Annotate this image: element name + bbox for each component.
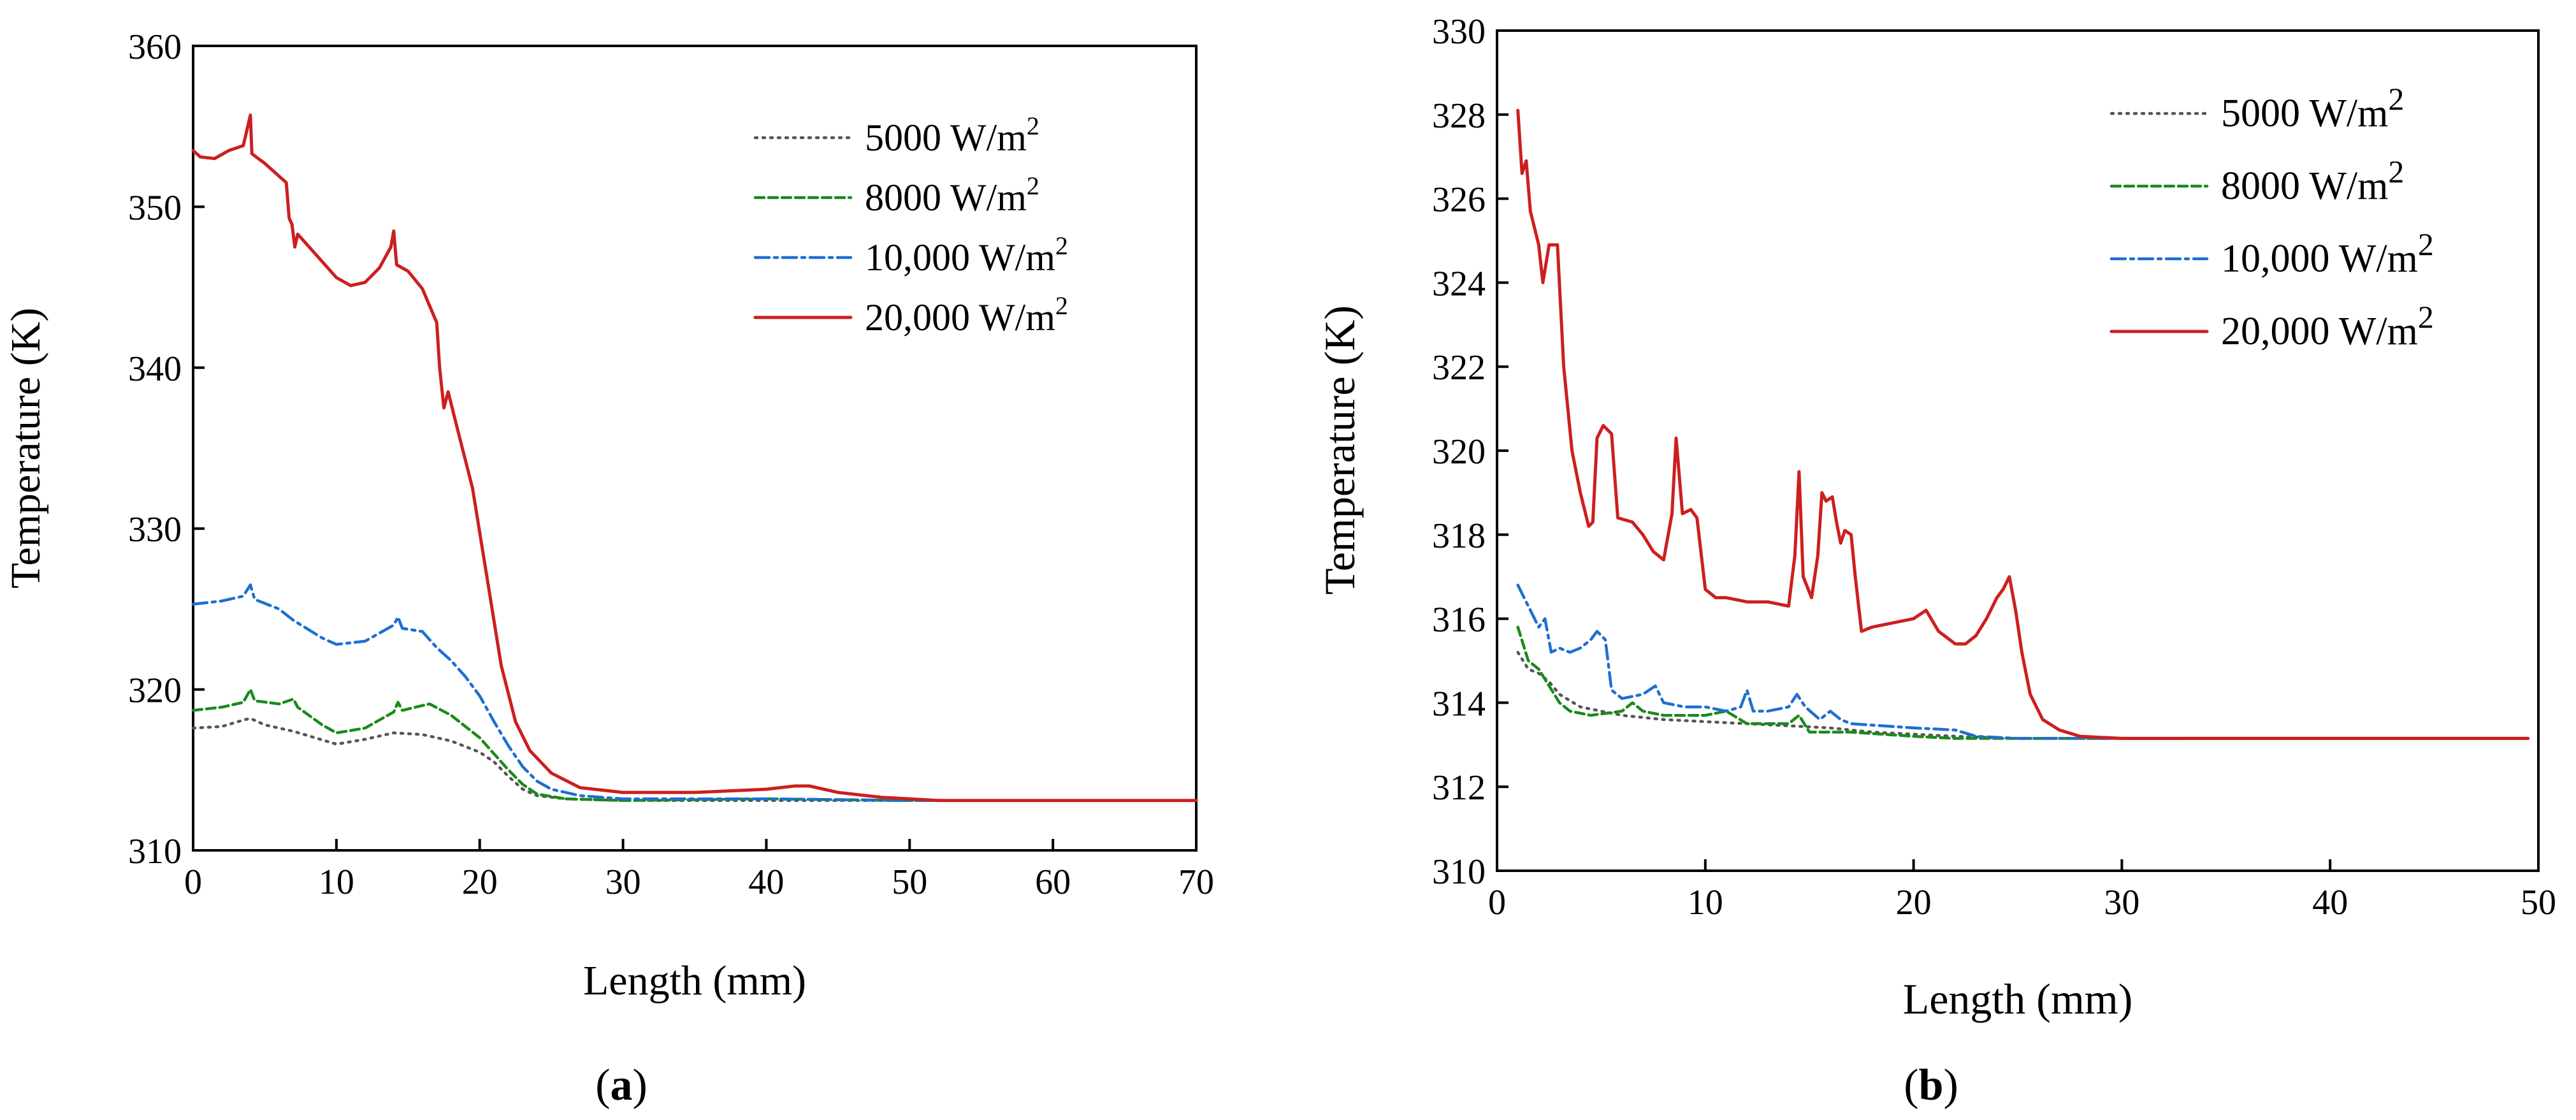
legend-label-a-0: 5000 W/m2 xyxy=(865,112,1039,159)
series-layer-a xyxy=(191,113,1198,803)
series-line-b-1 xyxy=(1516,625,2186,740)
legend-label-superscript: 2 xyxy=(1055,291,1068,320)
y-tick-label-a-1: 320 xyxy=(128,671,182,711)
legend-label-superscript: 2 xyxy=(2418,226,2434,262)
legend-label-superscript: 2 xyxy=(2418,299,2434,335)
legend-label-superscript: 2 xyxy=(1027,112,1039,140)
legend-label-text: 20,000 W/m xyxy=(865,296,1055,338)
y-tick-label-b-3: 316 xyxy=(1432,600,1486,640)
y-tick-label-b-4: 318 xyxy=(1432,516,1486,556)
legend-label-text: 20,000 W/m xyxy=(2221,310,2418,353)
x-tick-label-a-7: 70 xyxy=(1178,862,1214,902)
chart-panel-a: 0 10 20 30 40 50 60 70 310 320 330 340 350 360 5000 W… xyxy=(3,27,1214,1110)
y-tick-label-b-5: 320 xyxy=(1432,432,1486,472)
legend-label-superscript: 2 xyxy=(2388,154,2404,189)
legend-label-superscript: 2 xyxy=(1027,171,1039,200)
y-tick-label-b-6: 322 xyxy=(1432,348,1486,388)
legend-label-text: 8000 W/m xyxy=(865,177,1027,219)
legend-label-b-0: 5000 W/m2 xyxy=(2221,81,2404,135)
caption-b: (b) xyxy=(1904,1061,1958,1110)
y-tick-label-b-0: 310 xyxy=(1432,852,1486,892)
y-tick-label-a-2: 330 xyxy=(128,510,182,549)
ticks-layer-b: 0 10 20 30 40 50 310 312 314 316 318 320 322 324 326 32… xyxy=(1432,12,2556,922)
legend-label-text: 10,000 W/m xyxy=(865,236,1055,279)
legend-label-a-3: 20,000 W/m2 xyxy=(865,291,1068,338)
x-tick-label-b-4: 40 xyxy=(2312,883,2348,922)
y-tick-label-a-4: 350 xyxy=(128,188,182,228)
legend-label-text: 8000 W/m xyxy=(2221,164,2388,208)
y-tick-label-b-9: 328 xyxy=(1432,96,1486,136)
y-tick-label-a-5: 360 xyxy=(128,27,182,67)
y-tick-label-b-8: 326 xyxy=(1432,180,1486,220)
y-tick-label-b-2: 314 xyxy=(1432,684,1486,724)
legend-label-a-2: 10,000 W/m2 xyxy=(865,231,1068,279)
x-tick-label-a-2: 20 xyxy=(462,862,498,902)
legend-label-text: 10,000 W/m xyxy=(2221,237,2418,280)
legend-label-text: 5000 W/m xyxy=(865,117,1027,159)
caption-a: (a) xyxy=(595,1061,648,1110)
legend-label-b-3: 20,000 W/m2 xyxy=(2221,299,2434,353)
chart-panel-b: 0 10 20 30 40 50 310 312 314 316 318 320 322 324 326 32… xyxy=(1315,12,2556,1110)
x-tick-label-b-3: 30 xyxy=(2104,883,2139,922)
y-tick-label-a-0: 310 xyxy=(128,832,182,871)
y-axis-title-a: Temperature (K) xyxy=(3,308,49,589)
caption-a-letter: a xyxy=(611,1061,633,1110)
y-tick-label-a-3: 340 xyxy=(128,349,182,389)
series-line-a-2 xyxy=(191,583,1198,803)
legend-label-superscript: 2 xyxy=(2388,81,2404,117)
series-line-a-3 xyxy=(191,113,1198,803)
y-tick-label-b-1: 312 xyxy=(1432,768,1486,808)
series-line-b-0 xyxy=(1516,651,2186,740)
plot-frame-a xyxy=(192,45,1198,852)
x-tick-label-a-5: 50 xyxy=(892,862,927,902)
x-tick-label-b-0: 0 xyxy=(1488,883,1506,922)
x-tick-label-a-6: 60 xyxy=(1035,862,1071,902)
ticks-layer-a: 0 10 20 30 40 50 60 70 310 320 330 340 350 360 xyxy=(128,27,1214,902)
caption-b-letter: b xyxy=(1919,1061,1944,1110)
legend-label-superscript: 2 xyxy=(1055,231,1068,260)
series-line-a-1 xyxy=(191,688,1198,803)
x-tick-label-a-4: 40 xyxy=(748,862,784,902)
x-axis-title-b: Length (mm) xyxy=(1903,975,2133,1023)
x-tick-label-b-1: 10 xyxy=(1688,883,1723,922)
y-tick-label-b-10: 330 xyxy=(1432,12,1486,52)
legend-label-b-1: 8000 W/m2 xyxy=(2221,154,2404,208)
x-tick-label-b-2: 20 xyxy=(1896,883,1932,922)
x-tick-label-a-0: 0 xyxy=(184,862,202,902)
series-line-b-2 xyxy=(1516,583,2186,740)
series-layer-b xyxy=(1516,108,2530,740)
x-tick-label-a-3: 30 xyxy=(605,862,641,902)
y-axis-title-b: Temperature (K) xyxy=(1315,305,1364,595)
x-tick-label-b-5: 50 xyxy=(2521,883,2556,922)
legend-label-b-2: 10,000 W/m2 xyxy=(2221,226,2434,280)
y-tick-label-b-7: 324 xyxy=(1432,264,1486,303)
legend-label-text: 5000 W/m xyxy=(2221,92,2388,135)
series-line-b-3 xyxy=(1516,108,2530,740)
x-axis-title-a: Length (mm) xyxy=(583,957,806,1004)
x-tick-label-a-1: 10 xyxy=(319,862,354,902)
legend-label-a-1: 8000 W/m2 xyxy=(865,171,1039,219)
plot-frame-b xyxy=(1496,29,2540,872)
